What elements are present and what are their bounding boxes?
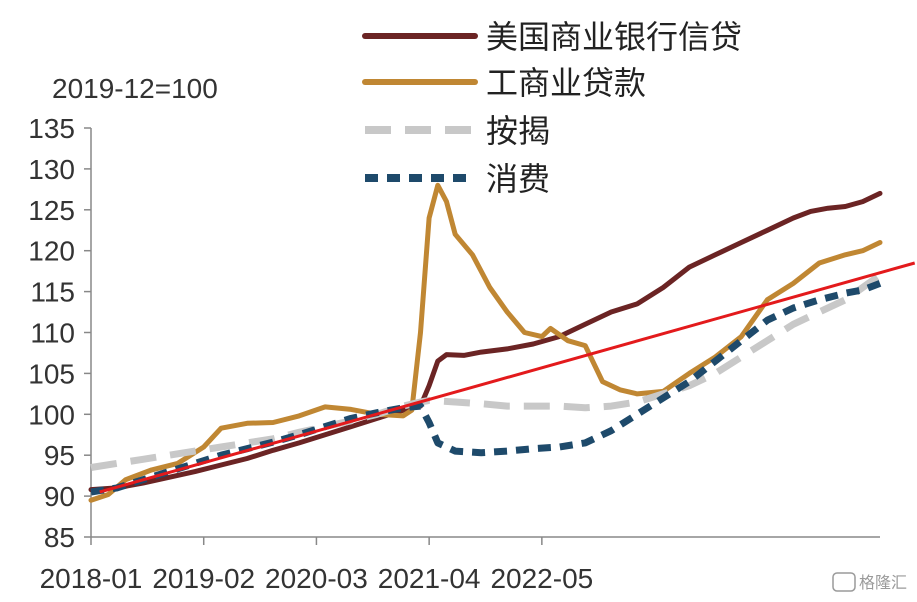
watermark: 格隆汇	[832, 572, 907, 592]
legend-label: 消费	[486, 160, 550, 198]
axes: 85 90 95 100 105 110 115 120 125 130 135 2018-01 201…	[28, 113, 880, 594]
legend-label: 工商业贷款	[486, 64, 646, 102]
y-tick-label: 115	[30, 277, 75, 308]
unit-label: 2019-12=100	[52, 73, 218, 104]
x-tick-label: 2020-03	[265, 563, 368, 594]
y-tick-label: 90	[44, 481, 75, 512]
series-line-1	[88, 182, 883, 503]
x-tick-label: 2021-04	[378, 563, 481, 594]
y-tick-label: 125	[28, 195, 75, 226]
legend-label: 按揭	[486, 112, 550, 150]
series-line-2	[90, 272, 883, 471]
series-lines	[88, 182, 916, 503]
y-tick-label: 85	[44, 522, 75, 553]
series-line-0	[88, 190, 883, 493]
y-tick-label: 105	[28, 358, 75, 389]
y-tick-label: 135	[28, 113, 75, 144]
y-tick-label: 120	[28, 236, 75, 267]
x-tick-label: 2018-01	[40, 563, 143, 594]
y-tick-label: 95	[44, 440, 75, 471]
series-line-3	[90, 280, 882, 496]
y-tick-label: 110	[30, 318, 75, 349]
watermark-logo-icon	[832, 572, 856, 592]
legend-label: 美国商业银行信贷	[486, 18, 742, 56]
trend-line	[99, 261, 916, 494]
x-tick-label: 2019-02	[152, 563, 255, 594]
y-tick-label: 100	[28, 399, 75, 430]
watermark-text: 格隆汇	[859, 573, 907, 592]
x-tick-label: 2022-05	[490, 563, 593, 594]
y-tick-label: 130	[28, 154, 75, 185]
